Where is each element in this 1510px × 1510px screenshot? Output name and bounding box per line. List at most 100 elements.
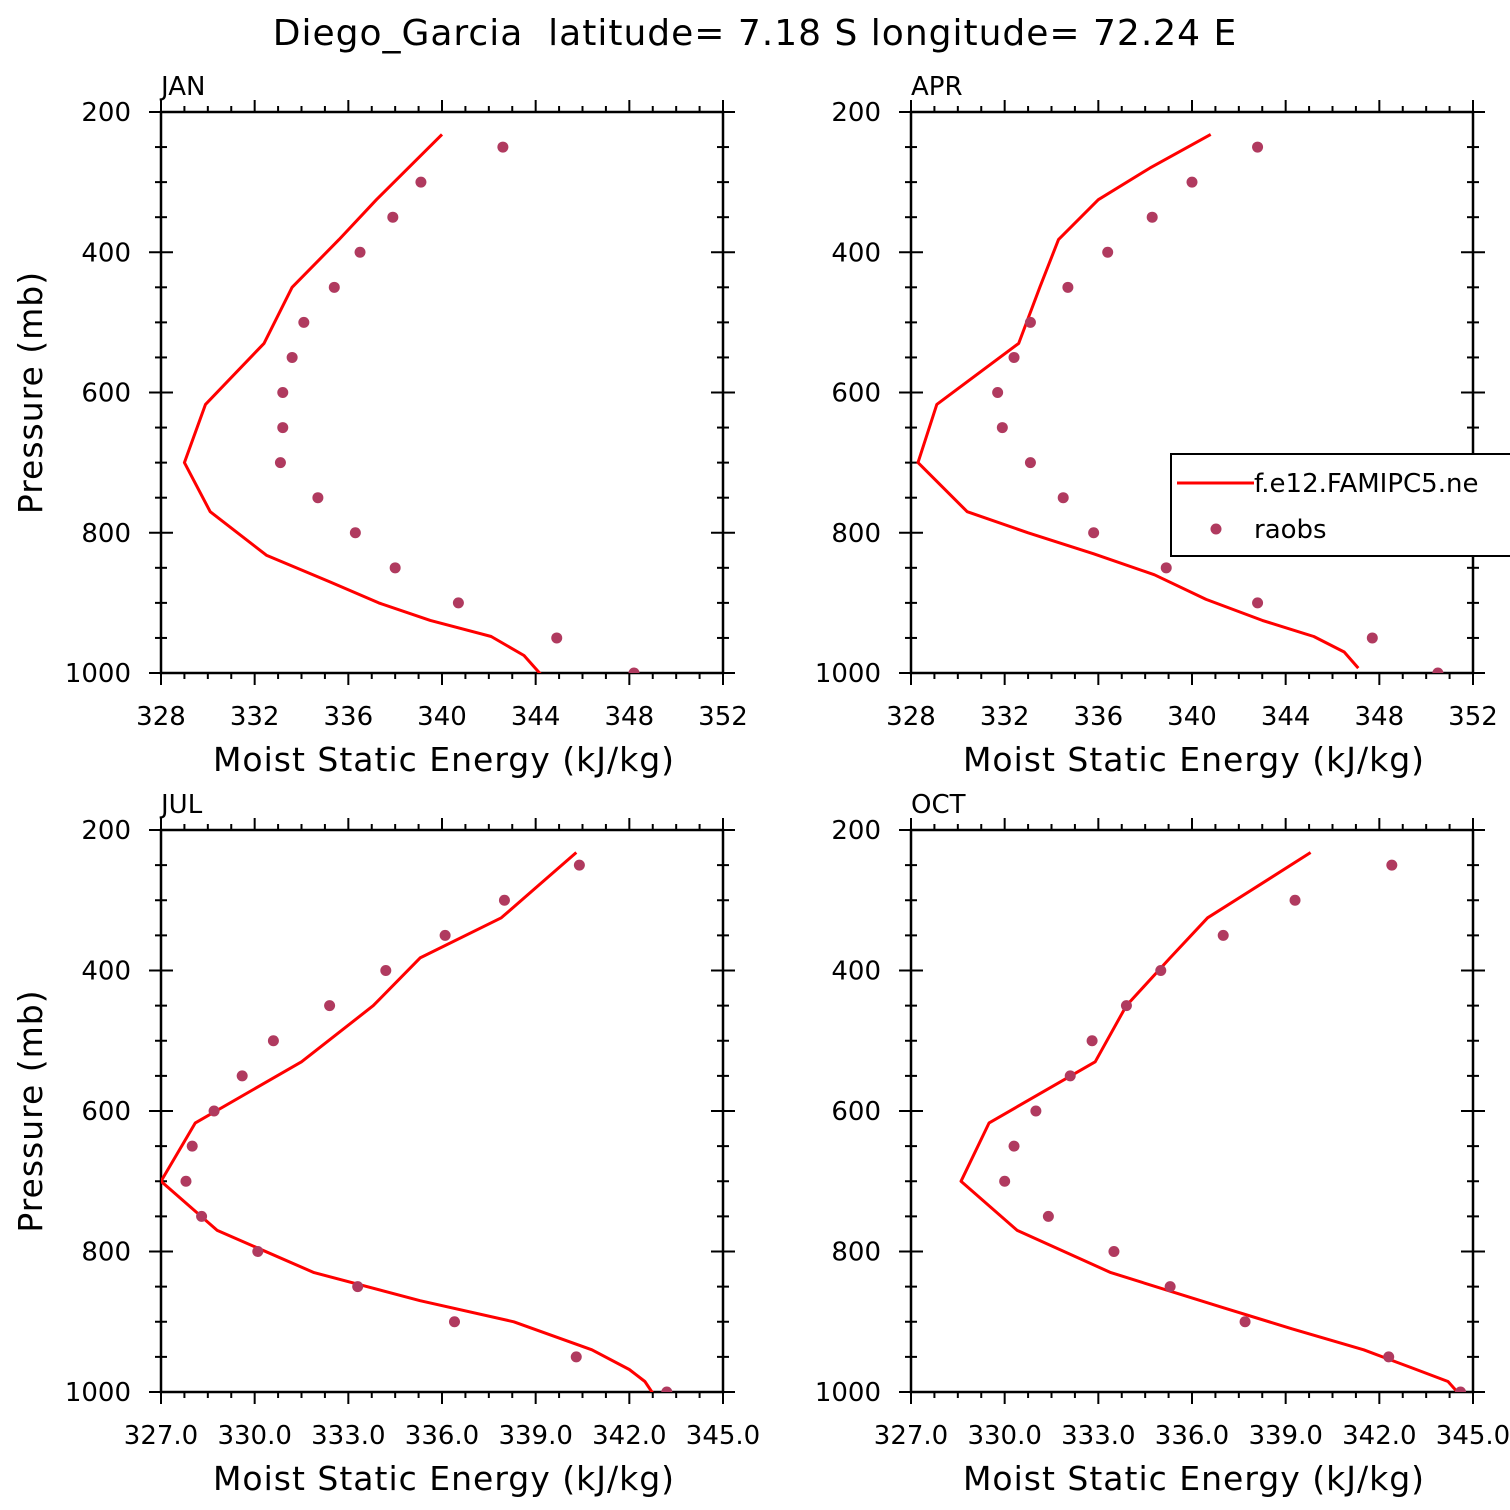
x-axis-label: Moist Static Energy (kJ/kg): [213, 1459, 675, 1498]
obs-point: [380, 965, 392, 976]
legend-marker-sample: [1210, 523, 1222, 535]
obs-point: [439, 929, 451, 941]
x-tick-label: 339.0: [1248, 1421, 1322, 1451]
x-tick-label: 344: [1261, 702, 1311, 732]
obs-point: [1086, 1035, 1098, 1047]
x-tick-label: 345.0: [1436, 1421, 1510, 1451]
obs-point: [497, 141, 509, 153]
obs-point: [389, 562, 401, 574]
y-tick-label: 400: [831, 238, 881, 268]
obs-point: [1239, 1316, 1251, 1328]
y-tick-label: 400: [81, 957, 131, 987]
obs-point: [1386, 859, 1398, 871]
panel-label: JAN: [159, 72, 205, 102]
obs-point: [252, 1246, 264, 1257]
obs-point: [1160, 562, 1172, 574]
x-tick-label: 330.0: [967, 1421, 1041, 1451]
y-axis-label: Pressure (mb): [11, 271, 50, 514]
obs-point: [387, 211, 399, 223]
obs-point: [415, 176, 427, 188]
obs-point: [1030, 1105, 1042, 1117]
obs-point: [1024, 316, 1036, 328]
panel-apr: APR 328 332 336 340 344 348 352 200 400 600 800 1000…: [815, 72, 1498, 779]
panel-label: APR: [911, 72, 963, 102]
plot-frame: [159, 828, 725, 1394]
obs-point: [996, 422, 1008, 434]
obs-point: [1186, 176, 1198, 188]
x-tick-label: 328: [136, 702, 186, 732]
panels: JAN 328 332 336 340 344 348 352 200 400 600 800 1000…: [11, 72, 1510, 1498]
obs-point: [1024, 457, 1036, 469]
x-tick-label: 328: [886, 702, 936, 732]
obs-point: [992, 387, 1004, 398]
panel-label: OCT: [911, 790, 966, 820]
obs-point: [661, 1386, 673, 1392]
y-tick-label: 600: [831, 1097, 881, 1127]
x-tick-label: 333.0: [311, 1421, 385, 1451]
obs-point: [196, 1210, 208, 1222]
obs-point: [570, 1351, 582, 1363]
y-tick-label: 800: [831, 1238, 881, 1268]
y-tick-label: 800: [81, 1238, 131, 1268]
y-tick-label: 400: [81, 238, 131, 268]
panel-label: JUL: [159, 790, 203, 820]
y-tick-label: 1000: [815, 1378, 881, 1408]
y-tick-label: 200: [831, 816, 881, 846]
y-tick-label: 400: [831, 957, 881, 987]
x-tick-label: 348: [605, 702, 655, 732]
obs-point: [1455, 1386, 1467, 1392]
obs-point: [1217, 929, 1229, 941]
plot-frame: [909, 828, 1475, 1394]
obs-point: [274, 457, 286, 469]
obs-point: [1108, 1246, 1120, 1257]
x-tick-label: 327.0: [874, 1421, 948, 1451]
y-tick-label: 200: [81, 816, 131, 846]
figure-title: Diego_Garcia latitude= 7.18 S longitude=…: [273, 13, 1238, 54]
obs-point: [448, 1316, 460, 1328]
model-line: [959, 851, 1459, 1392]
model-line: [182, 133, 542, 673]
x-tick-label: 344: [511, 702, 561, 732]
obs-point: [1164, 1281, 1176, 1293]
obs-point: [1057, 492, 1069, 504]
obs-point: [1252, 141, 1264, 153]
obs-point: [180, 1175, 192, 1187]
plot-frame: [159, 110, 725, 675]
x-tick-label: 336.0: [405, 1421, 479, 1451]
obs-point: [1289, 894, 1301, 906]
obs-point: [1008, 351, 1020, 363]
obs-point: [298, 316, 310, 328]
x-tick-label: 345.0: [686, 1421, 760, 1451]
obs-point: [999, 1175, 1011, 1187]
obs-point: [1432, 667, 1444, 673]
plot-data: [959, 851, 1467, 1392]
obs-point: [328, 281, 340, 293]
panel-jul: JUL 327.0 330.0 333.0 336.0 339.0 342.0 345.0 20…: [11, 790, 760, 1498]
y-tick-label: 600: [831, 379, 881, 409]
obs-point: [1252, 597, 1264, 609]
obs-point: [1088, 527, 1100, 539]
obs-point: [452, 597, 464, 609]
obs-point: [277, 387, 289, 398]
model-line: [916, 133, 1360, 670]
obs-point: [286, 351, 298, 363]
obs-point: [1146, 211, 1158, 223]
x-tick-label: 340: [417, 702, 467, 732]
legend-obs-label: raobs: [1254, 515, 1327, 545]
obs-point: [1064, 1070, 1076, 1082]
plot-data: [161, 851, 673, 1392]
x-tick-label: 340: [1167, 702, 1217, 732]
obs-point: [1120, 1000, 1132, 1012]
panel-oct: OCT 327.0 330.0 333.0 336.0 339.0 342.0 345.0 20…: [815, 790, 1510, 1498]
y-tick-label: 1000: [815, 659, 881, 689]
legend-model-label: f.e12.FAMIPC5.ne: [1254, 469, 1478, 499]
obs-point: [628, 667, 640, 673]
obs-point: [352, 1281, 364, 1293]
obs-point: [324, 1000, 336, 1012]
panel-jan: JAN 328 332 336 340 344 348 352 200 400 600 800 1000…: [11, 72, 748, 779]
x-tick-label: 342.0: [1342, 1421, 1416, 1451]
y-tick-label: 1000: [65, 659, 131, 689]
x-tick-label: 336: [324, 702, 374, 732]
x-tick-label: 352: [1448, 702, 1498, 732]
